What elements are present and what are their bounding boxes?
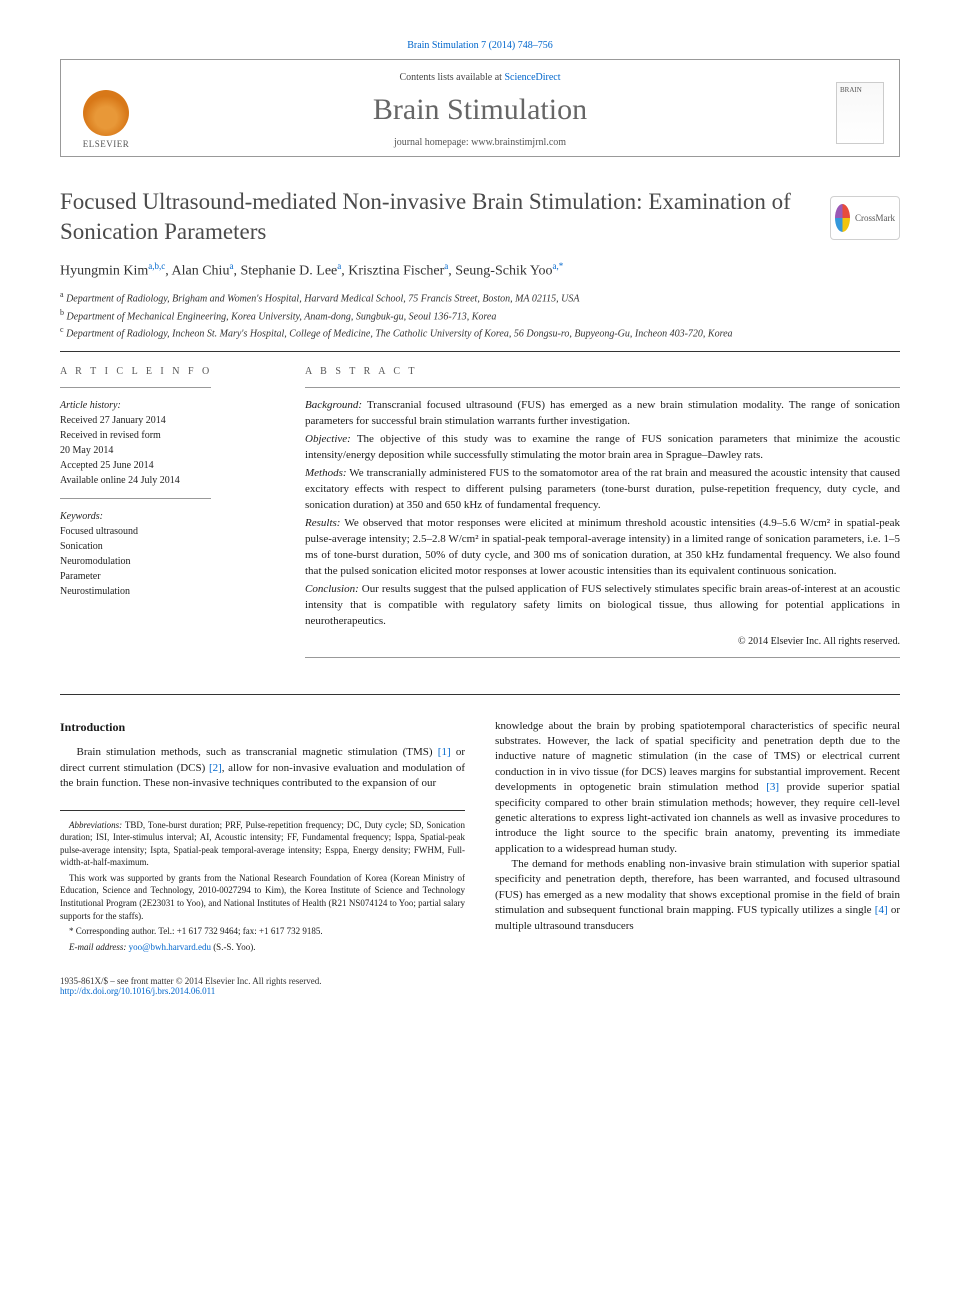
abstract-divider — [305, 387, 900, 388]
issn-line: 1935-861X/$ – see front matter © 2014 El… — [60, 976, 900, 986]
funding-text: This work was supported by grants from t… — [60, 872, 465, 922]
history-line: Received 27 January 2014 — [60, 413, 275, 428]
cover-label: BRAIN — [840, 86, 880, 94]
abstract-section: Conclusion: Our results suggest that the… — [305, 582, 900, 630]
keywords-label: Keywords: — [60, 509, 275, 524]
article-info-head: A R T I C L E I N F O — [60, 366, 275, 377]
keyword: Neuromodulation — [60, 554, 275, 569]
abstract-copyright: © 2014 Elsevier Inc. All rights reserved… — [305, 636, 900, 647]
info-divider — [60, 498, 211, 499]
article-title: Focused Ultrasound-mediated Non-invasive… — [60, 187, 810, 247]
body-text: The demand for methods enabling non-inva… — [495, 858, 900, 916]
reference-link[interactable]: [4] — [875, 904, 888, 916]
reference-link[interactable]: [1] — [438, 746, 451, 758]
abstract-section: Methods: We transcranially administered … — [305, 466, 900, 514]
abstract-divider — [305, 657, 900, 658]
abstract-body: Background: Transcranial focused ultraso… — [305, 398, 900, 629]
abstract-head: A B S T R A C T — [305, 366, 900, 377]
journal-masthead: ELSEVIER BRAIN Contents lists available … — [60, 59, 900, 157]
abstract-section: Results: We observed that motor response… — [305, 516, 900, 580]
affiliation-line: c Department of Radiology, Incheon St. M… — [60, 324, 900, 341]
keyword: Neurostimulation — [60, 584, 275, 599]
article-info-column: A R T I C L E I N F O Article history: R… — [60, 366, 275, 667]
history-label: Article history: — [60, 398, 275, 413]
article-history: Article history: Received 27 January 201… — [60, 398, 275, 488]
divider — [60, 351, 900, 352]
keyword: Parameter — [60, 569, 275, 584]
body-column-left: Introduction Brain stimulation methods, … — [60, 719, 465, 957]
body-paragraph: The demand for methods enabling non-inva… — [495, 857, 900, 934]
abstract-section: Objective: The objective of this study w… — [305, 432, 900, 464]
body-divider — [60, 694, 900, 695]
body-text: Brain stimulation methods, such as trans… — [77, 746, 438, 758]
info-divider — [60, 387, 211, 388]
contents-prefix: Contents lists available at — [399, 72, 504, 83]
history-line: Received in revised form — [60, 428, 275, 443]
abbrev-label: Abbreviations: — [69, 820, 122, 830]
authors-line: Hyungmin Kima,b,c, Alan Chiua, Stephanie… — [60, 261, 900, 280]
body-column-right: knowledge about the brain by probing spa… — [495, 719, 900, 957]
introduction-heading: Introduction — [60, 719, 465, 736]
keyword: Sonication — [60, 539, 275, 554]
history-line: Available online 24 July 2014 — [60, 473, 275, 488]
elsevier-logo: ELSEVIER — [76, 90, 136, 149]
publisher-name: ELSEVIER — [76, 139, 136, 149]
crossmark-label: CrossMark — [855, 213, 895, 223]
page-footer: 1935-861X/$ – see front matter © 2014 El… — [60, 976, 900, 996]
crossmark-icon — [835, 204, 850, 232]
contents-line: Contents lists available at ScienceDirec… — [61, 72, 899, 83]
crossmark-badge[interactable]: CrossMark — [830, 196, 900, 240]
journal-name: Brain Stimulation — [61, 93, 899, 127]
body-paragraph: Brain stimulation methods, such as trans… — [60, 745, 465, 791]
corresponding-author: * Corresponding author. Tel.: +1 617 732… — [60, 925, 465, 938]
doi-link[interactable]: http://dx.doi.org/10.1016/j.brs.2014.06.… — [60, 986, 900, 996]
citation-header: Brain Stimulation 7 (2014) 748–756 — [60, 40, 900, 51]
homepage-url[interactable]: www.brainstimjrnl.com — [471, 137, 566, 148]
email-link[interactable]: yoo@bwh.harvard.edu — [126, 942, 211, 952]
elsevier-tree-icon — [83, 90, 129, 136]
affiliation-line: b Department of Mechanical Engineering, … — [60, 307, 900, 324]
journal-cover-thumbnail: BRAIN — [836, 82, 884, 144]
body-paragraph: knowledge about the brain by probing spa… — [495, 719, 900, 858]
homepage-prefix: journal homepage: — [394, 137, 471, 148]
email-label: E-mail address: — [69, 942, 126, 952]
affiliations: a Department of Radiology, Brigham and W… — [60, 289, 900, 341]
abstract-column: A B S T R A C T Background: Transcranial… — [305, 366, 900, 667]
journal-homepage: journal homepage: www.brainstimjrnl.com — [61, 137, 899, 148]
history-line: 20 May 2014 — [60, 443, 275, 458]
reference-link[interactable]: [3] — [766, 781, 779, 793]
history-line: Accepted 25 June 2014 — [60, 458, 275, 473]
reference-link[interactable]: [2] — [209, 762, 222, 774]
abstract-section: Background: Transcranial focused ultraso… — [305, 398, 900, 430]
keywords-block: Keywords: Focused ultrasoundSonicationNe… — [60, 509, 275, 599]
body-columns: Introduction Brain stimulation methods, … — [60, 719, 900, 957]
email-suffix: (S.-S. Yoo). — [211, 942, 256, 952]
footnotes: Abbreviations: TBD, Tone-burst duration;… — [60, 810, 465, 954]
affiliation-line: a Department of Radiology, Brigham and W… — [60, 289, 900, 306]
sciencedirect-link[interactable]: ScienceDirect — [504, 72, 560, 83]
keyword: Focused ultrasound — [60, 524, 275, 539]
